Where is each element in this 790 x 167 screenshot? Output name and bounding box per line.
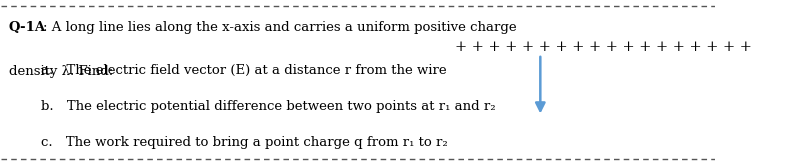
Text: density λ. Find:: density λ. Find: (9, 65, 113, 78)
Text: c. The work required to bring a point charge q from r₁ to r₂: c. The work required to bring a point ch… (40, 136, 447, 149)
Text: : A long line lies along the x-axis and carries a uniform positive charge: : A long line lies along the x-axis and … (43, 21, 517, 34)
Text: + + + + + + + + + + + + + + + + + +: + + + + + + + + + + + + + + + + + + (455, 40, 751, 54)
Text: b. The electric potential difference between two points at r₁ and r₂: b. The electric potential difference bet… (40, 100, 495, 113)
Text: a. The electric field vector (E) at a distance r from the wire: a. The electric field vector (E) at a di… (40, 64, 446, 77)
Text: Q-1A: Q-1A (9, 21, 46, 34)
